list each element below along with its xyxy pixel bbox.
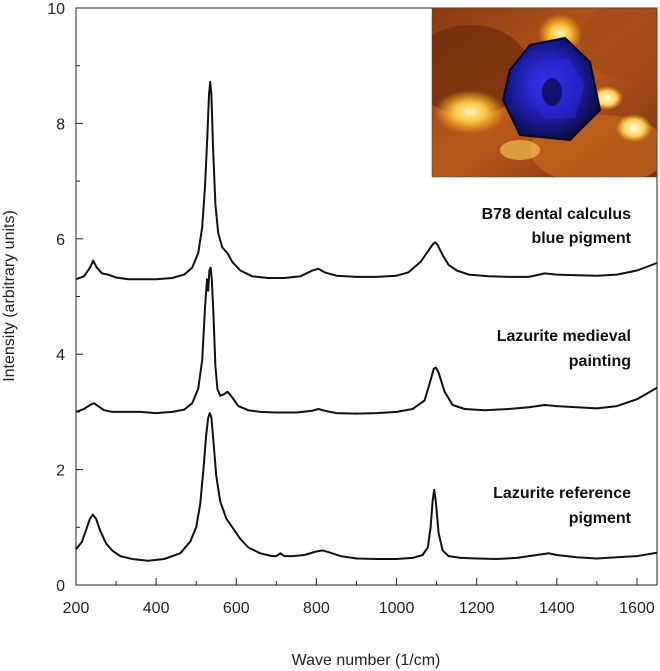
inset-photo-crystal <box>432 8 657 177</box>
y-axis-title: Intensity (arbitrary units) <box>1 210 18 382</box>
x-tick-label: 600 <box>223 600 250 617</box>
x-tick-label: 400 <box>143 600 170 617</box>
x-tick-label: 200 <box>63 600 90 617</box>
series-label-layer: B78 dental calculus blue pigment Lazurite … <box>482 206 632 527</box>
y-tick-label: 8 <box>56 116 65 133</box>
y-axis-ticks: 0 2 4 6 8 10 <box>47 1 83 595</box>
x-tick-label: 800 <box>303 600 330 617</box>
spectrum-b78-dental-calculus <box>75 80 658 281</box>
y-tick-label: 10 <box>47 1 65 18</box>
spectrum-lazurite-reference <box>75 412 658 562</box>
series-label: Lazurite medieval <box>497 328 631 345</box>
x-axis-title: Wave number (1/cm) <box>292 652 441 669</box>
series-label: pigment <box>569 510 632 527</box>
series-label: painting <box>569 353 631 370</box>
y-tick-label: 2 <box>56 463 65 480</box>
spectrum-lazurite-medieval <box>75 266 658 415</box>
series-label: Lazurite reference <box>493 485 631 502</box>
x-tick-label: 1000 <box>379 600 415 617</box>
x-tick-label: 1200 <box>459 600 495 617</box>
series-layer <box>75 80 658 562</box>
series-label: B78 dental calculus <box>482 206 631 223</box>
y-tick-label: 4 <box>56 347 65 364</box>
x-tick-label: 1600 <box>619 600 655 617</box>
x-axis-ticks: 200 400 600 800 1000 1200 1400 1600 <box>63 578 655 617</box>
x-tick-label: 1400 <box>539 600 575 617</box>
y-tick-label: 0 <box>56 578 65 595</box>
y-tick-label: 6 <box>56 232 65 249</box>
series-label: blue pigment <box>531 230 631 247</box>
